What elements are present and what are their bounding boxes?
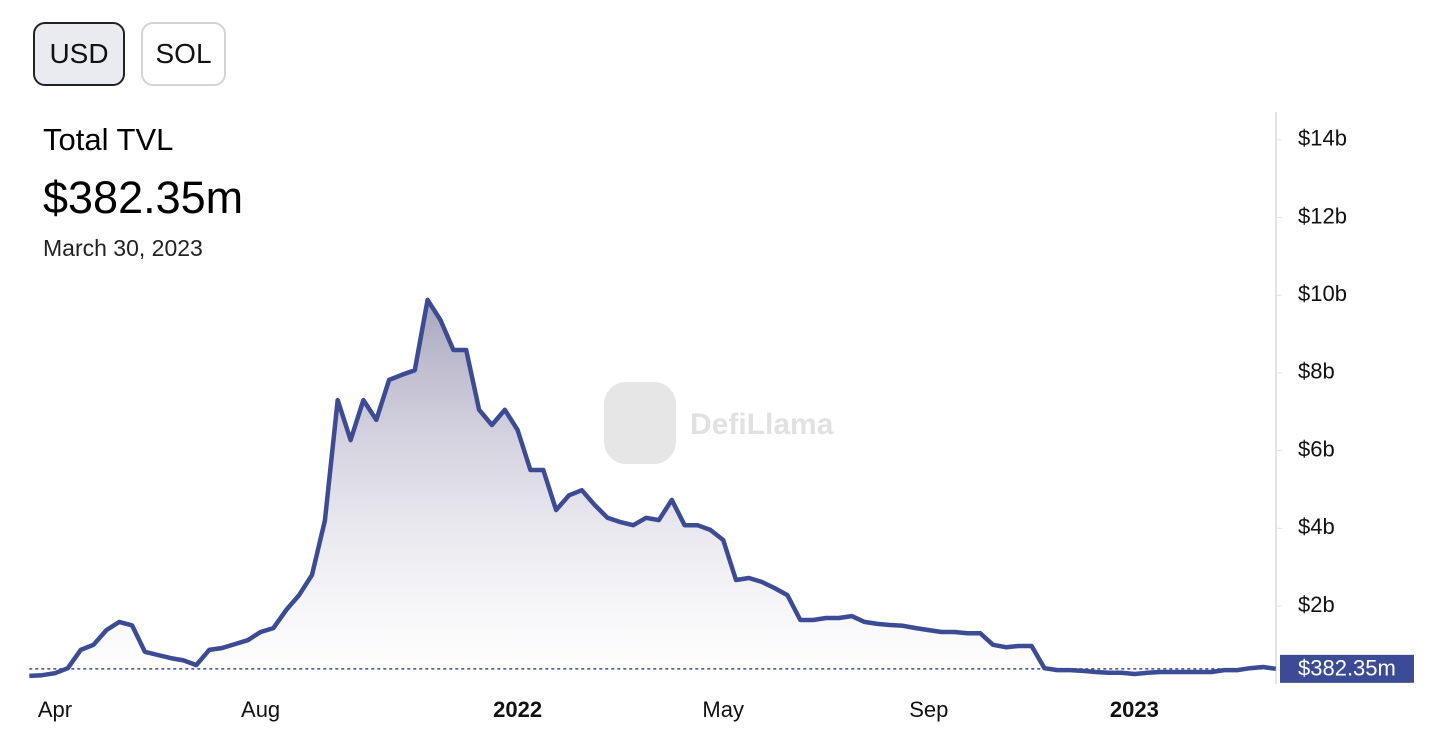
x-tick-label: Aug — [241, 697, 280, 722]
current-label: $382.35m — [1298, 656, 1396, 681]
y-tick-label: $10b — [1298, 281, 1347, 306]
x-tick-label: May — [702, 697, 744, 722]
currency-button[interactable]: SOL — [141, 22, 226, 86]
tvl-date: March 30, 2023 — [43, 235, 203, 261]
x-tick-label: 2023 — [1110, 697, 1159, 722]
x-tick-label: Sep — [909, 697, 948, 722]
watermark-icon — [604, 382, 676, 464]
tvl-value: $382.35m — [43, 172, 244, 223]
y-tick-label: $14b — [1298, 126, 1347, 151]
y-tick-label: $8b — [1298, 359, 1335, 384]
y-tick-label: $12b — [1298, 203, 1347, 228]
x-tick-label: Apr — [38, 697, 72, 722]
y-tick-label: $4b — [1298, 514, 1335, 539]
line — [29, 297, 1277, 679]
current-badge — [1280, 654, 1414, 683]
watermark-text: DefiLlama — [690, 408, 834, 441]
y-tick-label: $2b — [1298, 592, 1335, 617]
currency-button[interactable]: USD — [33, 22, 125, 86]
tvl-title: Total TVL — [43, 122, 174, 157]
x-tick-label: 2022 — [493, 697, 542, 722]
area-fill — [29, 299, 1276, 684]
y-tick-label: $6b — [1298, 436, 1335, 461]
watermark: DefiLlama — [604, 382, 834, 464]
